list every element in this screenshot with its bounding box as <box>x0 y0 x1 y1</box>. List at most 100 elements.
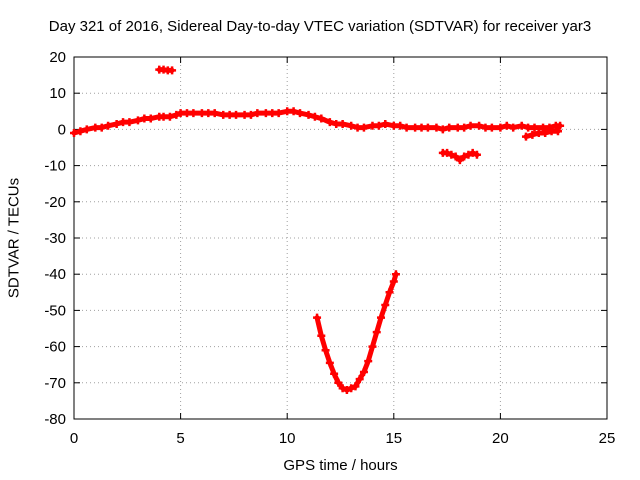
series-trace <box>314 271 399 393</box>
data-point <box>381 300 390 309</box>
data-point <box>432 123 441 132</box>
data-point <box>338 384 347 393</box>
data-point <box>475 121 484 130</box>
y-tick-label: -70 <box>44 375 66 392</box>
y-axis-label: SDTVAR / TECUs <box>5 177 23 299</box>
data-point <box>304 110 313 119</box>
data-point <box>317 331 326 340</box>
y-tick-label: -60 <box>44 339 66 356</box>
data-point <box>359 367 368 376</box>
data-point <box>517 121 526 130</box>
series-negative-short-arc <box>438 148 481 165</box>
data-point <box>76 127 85 136</box>
data-point <box>347 121 356 130</box>
data-point <box>460 152 469 161</box>
data-point <box>210 109 219 118</box>
data-point <box>389 277 398 286</box>
data-point <box>487 123 496 132</box>
data-point <box>330 369 339 378</box>
data-point <box>325 358 334 367</box>
x-axis-label: GPS time / hours <box>283 457 398 474</box>
data-point <box>338 119 347 128</box>
data-point <box>368 342 377 351</box>
data-point <box>402 123 411 132</box>
data-point <box>168 66 177 75</box>
data-point <box>334 378 343 387</box>
data-point <box>553 127 562 136</box>
data-point <box>385 288 394 297</box>
data-point <box>325 118 334 127</box>
y-tick-label: -40 <box>44 266 66 283</box>
data-point <box>364 357 373 366</box>
data-point <box>556 121 565 130</box>
data-point <box>521 132 530 141</box>
data-point <box>289 107 298 116</box>
data-point <box>445 123 454 132</box>
data-point <box>451 152 460 161</box>
data-point <box>530 123 539 132</box>
chart-title: Day 321 of 2016, Sidereal Day-to-day VTE… <box>48 18 592 35</box>
data-point <box>466 121 475 130</box>
y-tick-label: -10 <box>44 158 66 175</box>
y-tick-label: -20 <box>44 194 66 211</box>
x-tick-label: 20 <box>492 430 509 447</box>
y-tick-label: 10 <box>49 85 66 102</box>
series-outlier-cluster <box>155 65 177 75</box>
y-tick-label: -30 <box>44 230 66 247</box>
data-point <box>253 109 262 118</box>
data-point <box>472 150 481 159</box>
y-tick-label: 0 <box>58 121 66 138</box>
data-point <box>82 125 91 134</box>
data-point <box>455 156 464 165</box>
data-point <box>295 109 304 118</box>
data-point <box>232 110 241 119</box>
data-point <box>112 119 121 128</box>
data-point <box>97 123 106 132</box>
data-point <box>438 125 447 134</box>
x-tick-label: 0 <box>70 430 78 447</box>
data-point <box>528 130 537 139</box>
plot-frame <box>73 56 608 420</box>
grid-lines <box>74 57 607 419</box>
data-point <box>496 123 505 132</box>
x-tick-label: 15 <box>385 430 402 447</box>
data-point <box>347 384 356 393</box>
data-point <box>274 109 283 118</box>
data-point <box>246 110 255 119</box>
series-lower-offset-segment <box>521 127 562 141</box>
data-point <box>310 112 319 121</box>
data-point <box>396 121 405 130</box>
data-point <box>342 386 351 395</box>
y-tick-label: -50 <box>44 302 66 319</box>
data-point <box>133 116 142 125</box>
data-point <box>359 123 368 132</box>
series-main <box>70 107 565 138</box>
data-point <box>313 313 322 322</box>
data-point <box>351 382 360 391</box>
x-tick-label: 10 <box>279 430 296 447</box>
data-point <box>502 121 511 130</box>
data-point <box>464 150 473 159</box>
data-point <box>372 328 381 337</box>
data-point <box>355 375 364 384</box>
data-point <box>189 109 198 118</box>
data-point <box>104 121 113 130</box>
data-point <box>460 123 469 132</box>
data-point <box>317 114 326 123</box>
data-point <box>391 270 400 279</box>
data-point <box>165 112 174 121</box>
data-point <box>423 123 432 132</box>
data-point <box>374 121 383 130</box>
data-point <box>377 313 386 322</box>
data-point <box>146 114 155 123</box>
data-point <box>509 123 518 132</box>
data-point <box>321 346 330 355</box>
y-tick-label: 20 <box>49 49 66 66</box>
data-point <box>447 150 456 159</box>
data-point <box>125 118 134 127</box>
data-marks <box>70 65 565 395</box>
x-tick-label: 5 <box>176 430 184 447</box>
data-point <box>443 148 452 157</box>
data-point <box>541 129 550 138</box>
